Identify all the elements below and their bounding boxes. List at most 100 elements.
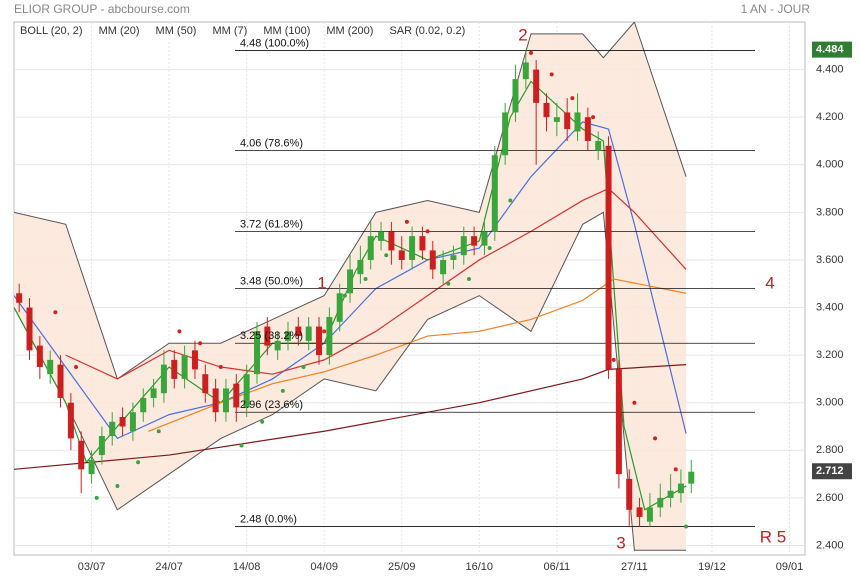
fibonacci-label: 3.72 (61.8%)	[240, 218, 303, 230]
candle-body	[543, 102, 550, 118]
candle-body	[677, 483, 684, 494]
sar-dot	[301, 365, 306, 370]
candle-body	[636, 507, 643, 517]
legend-entry: SAR (0.02, 0.2)	[389, 25, 465, 37]
x-tick-label: 09/01	[776, 561, 804, 573]
candle-body	[285, 331, 292, 341]
fibonacci-label: 2.96 (23.6%)	[240, 399, 303, 411]
price-marker-label: 4.484	[816, 44, 844, 56]
candle-body	[150, 388, 157, 398]
y-tick-label: 4.400	[816, 63, 844, 75]
candle-body	[222, 388, 229, 413]
annotation: 1	[317, 273, 326, 292]
candle-body	[398, 250, 405, 260]
annotation: 2	[518, 25, 527, 44]
price-marker	[812, 41, 852, 58]
candle-body	[160, 364, 167, 394]
annotation: 3	[616, 533, 625, 552]
sar-dot	[653, 436, 658, 441]
sar-dot	[528, 50, 533, 55]
bollinger-upper	[14, 22, 687, 380]
sar-dot	[363, 276, 368, 281]
candle-body	[481, 231, 488, 246]
sar-dot	[384, 253, 389, 258]
candle-body	[367, 236, 374, 260]
candle-body	[233, 383, 240, 408]
bollinger-lower	[14, 211, 687, 551]
candle-body	[450, 255, 457, 260]
candle-body	[357, 259, 364, 275]
candle-body	[129, 412, 136, 432]
fibonacci-label: 4.48 (100.0%)	[240, 37, 309, 49]
sar-dot	[342, 293, 347, 298]
price-marker-label: 2.712	[816, 465, 844, 477]
sar-dot	[673, 467, 678, 472]
candle-body	[657, 497, 664, 508]
candle-body	[440, 259, 447, 275]
y-tick-label: 2.600	[816, 492, 844, 504]
candle-body	[264, 326, 271, 346]
sar-dot	[508, 198, 513, 203]
y-tick-label: 3.200	[816, 349, 844, 361]
candle-body	[460, 236, 467, 256]
sar-dot	[177, 329, 182, 334]
candle-body	[295, 326, 302, 337]
candle-body	[336, 293, 343, 322]
sar-dot	[239, 443, 244, 448]
candle-body	[615, 369, 622, 475]
legend-entry: BOLL (20, 2)	[20, 25, 83, 37]
x-tick-label: 04/09	[310, 561, 338, 573]
moving-average	[65, 187, 687, 380]
candle-body	[16, 293, 23, 303]
sar-dot	[260, 419, 265, 424]
sar-dot	[322, 329, 327, 334]
y-tick-label: 2.800	[816, 444, 844, 456]
sar-dot	[570, 96, 575, 101]
candle-body	[471, 236, 478, 246]
candle-body	[429, 250, 436, 270]
fibonacci-label: 3.48 (50.0%)	[240, 275, 303, 287]
candle-body	[212, 388, 219, 413]
x-tick-label: 24/07	[155, 561, 183, 573]
sar-dot	[446, 281, 451, 286]
candle-body	[378, 231, 385, 241]
price-marker	[812, 463, 852, 480]
moving-average	[148, 278, 687, 432]
sar-dot	[136, 460, 141, 465]
candle-body	[667, 490, 674, 498]
chart-title: ELIOR GROUP - abcbourse.com	[14, 2, 190, 16]
sar-dot	[53, 310, 58, 315]
candle-body	[202, 374, 209, 394]
annotation: 4	[765, 273, 774, 292]
x-tick-label: 19/12	[698, 561, 726, 573]
candle-body	[67, 402, 74, 439]
candle-body	[88, 459, 95, 475]
y-tick-label: 3.000	[816, 397, 844, 409]
fibonacci-label: 4.06 (78.6%)	[240, 137, 303, 149]
candle-body	[502, 112, 509, 156]
candle-body	[564, 112, 571, 130]
candle-body	[347, 269, 354, 294]
y-tick-label: 3.600	[816, 254, 844, 266]
y-tick-label: 4.000	[816, 159, 844, 171]
candle-body	[316, 326, 323, 356]
x-tick-label: 06/11	[543, 561, 570, 573]
legend-entry: MM (200)	[326, 25, 373, 37]
legend-entry: MM (50)	[156, 25, 197, 37]
candle-body	[584, 117, 591, 141]
sar-dot	[591, 115, 596, 120]
chart-subtitle: 1 AN - JOUR	[741, 2, 811, 16]
candle-body	[574, 112, 581, 132]
sar-dot	[156, 429, 161, 434]
sar-dot	[198, 341, 203, 346]
y-tick-label: 3.400	[816, 301, 844, 313]
candle-body	[553, 117, 560, 122]
candle-body	[326, 317, 333, 356]
candle-body	[26, 307, 33, 351]
sar-dot	[404, 219, 409, 224]
candle-body	[688, 471, 695, 484]
candle-body	[253, 331, 260, 375]
candle-body	[57, 364, 64, 398]
sar-dot	[425, 229, 430, 234]
